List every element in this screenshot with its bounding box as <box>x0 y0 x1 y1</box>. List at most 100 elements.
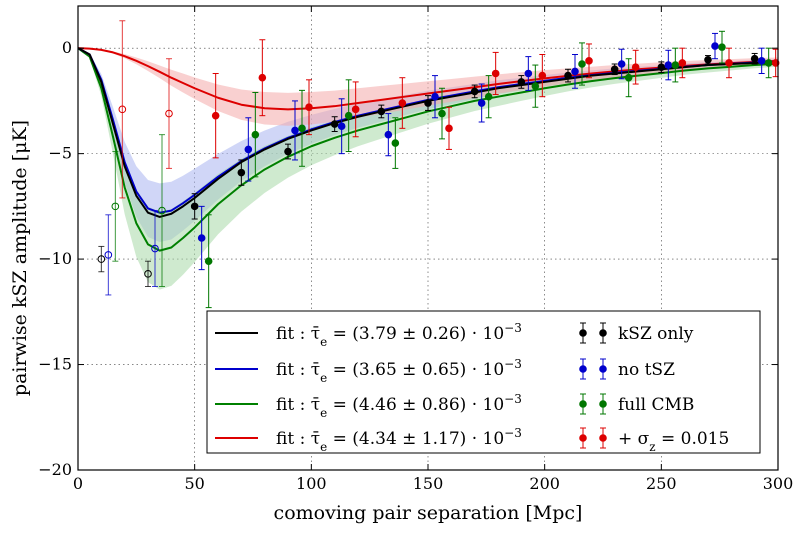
data-point <box>190 193 199 220</box>
data-point <box>291 100 299 161</box>
data-point <box>298 89 306 167</box>
legend-marker <box>599 434 607 442</box>
data-point <box>197 205 206 271</box>
marker <box>391 139 400 147</box>
marker <box>151 244 159 253</box>
legend-box <box>206 310 761 454</box>
legend-marker <box>599 365 607 373</box>
data-point <box>151 210 159 288</box>
data-point <box>564 68 572 83</box>
data-point <box>538 54 547 98</box>
marker <box>97 255 106 263</box>
data-points <box>97 20 780 309</box>
data-point <box>237 159 246 186</box>
marker <box>678 59 687 67</box>
marker <box>424 99 432 107</box>
marker <box>337 122 346 131</box>
y-tick-label: −10 <box>38 249 72 268</box>
marker <box>118 105 127 114</box>
data-point <box>764 47 773 79</box>
legend-label-fit-2: fit : τ̄e = (4.46 ± 0.86) · 10−3 <box>276 392 522 420</box>
data-point <box>204 214 213 309</box>
marker <box>624 73 633 82</box>
data-point <box>524 56 533 91</box>
marker <box>190 202 199 211</box>
data-point <box>491 51 500 96</box>
data-point <box>111 151 120 262</box>
marker <box>445 124 453 133</box>
data-point <box>678 47 687 79</box>
marker <box>704 55 712 64</box>
marker <box>258 73 267 82</box>
marker <box>291 126 299 135</box>
marker <box>284 147 292 156</box>
marker <box>377 107 386 116</box>
data-point <box>305 79 313 136</box>
legend-label-series-3: + σz = 0.015 <box>618 429 729 454</box>
marker <box>517 78 526 86</box>
x-tick-label: 50 <box>184 474 204 493</box>
x-axis-label: comoving pair separation [Mpc] <box>274 502 583 524</box>
marker <box>617 60 626 68</box>
marker <box>538 71 547 80</box>
marker <box>531 82 540 90</box>
marker <box>384 130 393 139</box>
data-point <box>337 98 346 155</box>
legend-marker <box>599 329 607 337</box>
x-tick-label: 250 <box>646 474 677 493</box>
data-point <box>657 61 666 73</box>
marker <box>718 43 726 51</box>
data-point <box>377 104 386 119</box>
marker <box>344 111 353 120</box>
data-point <box>578 42 586 86</box>
x-tick-label: 0 <box>73 474 83 493</box>
marker <box>204 257 213 266</box>
legend-marker <box>579 434 587 442</box>
legend-label-fit-0: fit : τ̄e = (3.79 ± 0.26) · 10−3 <box>276 321 522 349</box>
data-point <box>384 113 393 157</box>
data-point <box>424 95 432 111</box>
marker <box>664 61 673 69</box>
marker <box>578 60 586 68</box>
data-point <box>438 87 446 140</box>
data-point <box>631 49 640 85</box>
y-tick-label: −20 <box>38 460 72 479</box>
fit-curve-2 <box>77 47 779 252</box>
data-point <box>750 52 759 65</box>
legend: fit : τ̄e = (3.79 ± 0.26) · 10−3 fit : τ̄… <box>206 310 761 454</box>
data-point <box>284 143 292 160</box>
data-point <box>445 106 453 150</box>
data-point <box>431 75 439 119</box>
marker <box>564 71 572 80</box>
marker <box>571 67 579 76</box>
data-point <box>517 75 526 89</box>
marker <box>750 54 759 63</box>
data-point <box>398 77 407 129</box>
data-point <box>104 214 113 296</box>
marker <box>771 59 780 67</box>
legend-marker <box>579 365 587 373</box>
data-point <box>617 48 626 80</box>
x-tick-label: 200 <box>529 474 560 493</box>
data-point <box>244 117 253 182</box>
marker <box>631 63 640 71</box>
marker <box>104 251 113 259</box>
marker <box>244 145 253 154</box>
data-point <box>144 260 152 288</box>
data-point <box>330 116 339 132</box>
axis-ticks: 0 50 100 150 200 250 300 0 −5 −10 −15 −20 <box>38 6 793 493</box>
data-point <box>671 47 680 83</box>
marker <box>438 109 446 118</box>
data-point <box>757 47 766 74</box>
data-point <box>158 134 166 288</box>
marker <box>305 103 313 112</box>
data-point <box>470 84 479 99</box>
data-point <box>704 55 712 65</box>
marker <box>398 99 407 107</box>
data-point <box>391 117 400 169</box>
y-axis-label: pairwise kSZ amplitude [μK] <box>9 120 31 396</box>
x-tick-label: 300 <box>763 474 794 493</box>
legend-label-series-1: no tSZ <box>618 360 675 380</box>
